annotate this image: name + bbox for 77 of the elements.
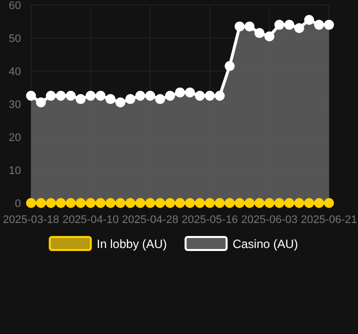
point (125, 198, 136, 208)
point (274, 20, 284, 30)
y-tick-label: 20 (8, 132, 21, 144)
point (165, 198, 176, 208)
x-tick-label: 2025-04-10 (62, 214, 119, 226)
point (36, 97, 46, 108)
point (204, 198, 215, 208)
point (155, 94, 166, 104)
y-tick-label: 60 (8, 0, 21, 12)
point (314, 198, 324, 208)
y-tick-label: 50 (8, 32, 21, 45)
point (224, 61, 235, 72)
point (46, 90, 56, 101)
point (224, 198, 235, 208)
point (36, 198, 46, 208)
y-tick-label: 10 (8, 164, 21, 177)
point (125, 94, 136, 104)
point (175, 198, 185, 208)
point (184, 198, 195, 208)
point (264, 31, 274, 42)
point (76, 198, 86, 208)
point (214, 90, 225, 101)
point (194, 198, 205, 208)
point (115, 198, 126, 208)
point (304, 14, 314, 25)
y-tick-label: 0 (14, 198, 21, 210)
point (145, 198, 156, 208)
point (86, 198, 96, 208)
point (204, 90, 215, 101)
point (86, 90, 96, 101)
point (56, 90, 66, 101)
point (244, 21, 255, 32)
x-tick-label: 2025-06-03 (241, 214, 298, 226)
point (234, 198, 245, 208)
point (135, 90, 146, 101)
point (234, 21, 245, 32)
point (194, 90, 205, 101)
point (304, 198, 314, 208)
point (184, 87, 195, 98)
x-tick-label: 2025-05-16 (182, 214, 238, 226)
point (26, 90, 36, 101)
point (96, 198, 106, 208)
point (294, 23, 304, 34)
point (264, 198, 274, 208)
point (135, 198, 146, 208)
point (244, 198, 255, 208)
y-tick-label: 40 (8, 66, 21, 78)
point (105, 94, 116, 104)
point (26, 198, 36, 208)
point (294, 198, 304, 208)
point (76, 94, 86, 104)
point (324, 20, 334, 30)
x-tick-label: 2025-06-21 (300, 214, 358, 226)
point (165, 90, 176, 101)
x-tick-label: 2025-04-28 (122, 214, 178, 226)
point (155, 198, 166, 208)
point (96, 90, 106, 101)
legend-label: Casino (AU) (232, 237, 298, 252)
point (314, 20, 324, 30)
point (284, 20, 294, 30)
point (145, 90, 156, 101)
point (66, 198, 76, 208)
x-tick-label: 2025-03-18 (2, 214, 60, 226)
point (66, 90, 76, 101)
point (175, 87, 185, 98)
point (214, 198, 225, 208)
point (56, 198, 66, 208)
y-tick-label: 30 (8, 98, 21, 111)
point (324, 198, 334, 208)
legend-label: In lobby (AU) (96, 237, 167, 252)
point (254, 198, 264, 208)
point (254, 28, 264, 38)
point (284, 198, 294, 208)
point (46, 198, 56, 208)
point (274, 198, 284, 208)
point (115, 97, 126, 108)
point (105, 198, 116, 208)
